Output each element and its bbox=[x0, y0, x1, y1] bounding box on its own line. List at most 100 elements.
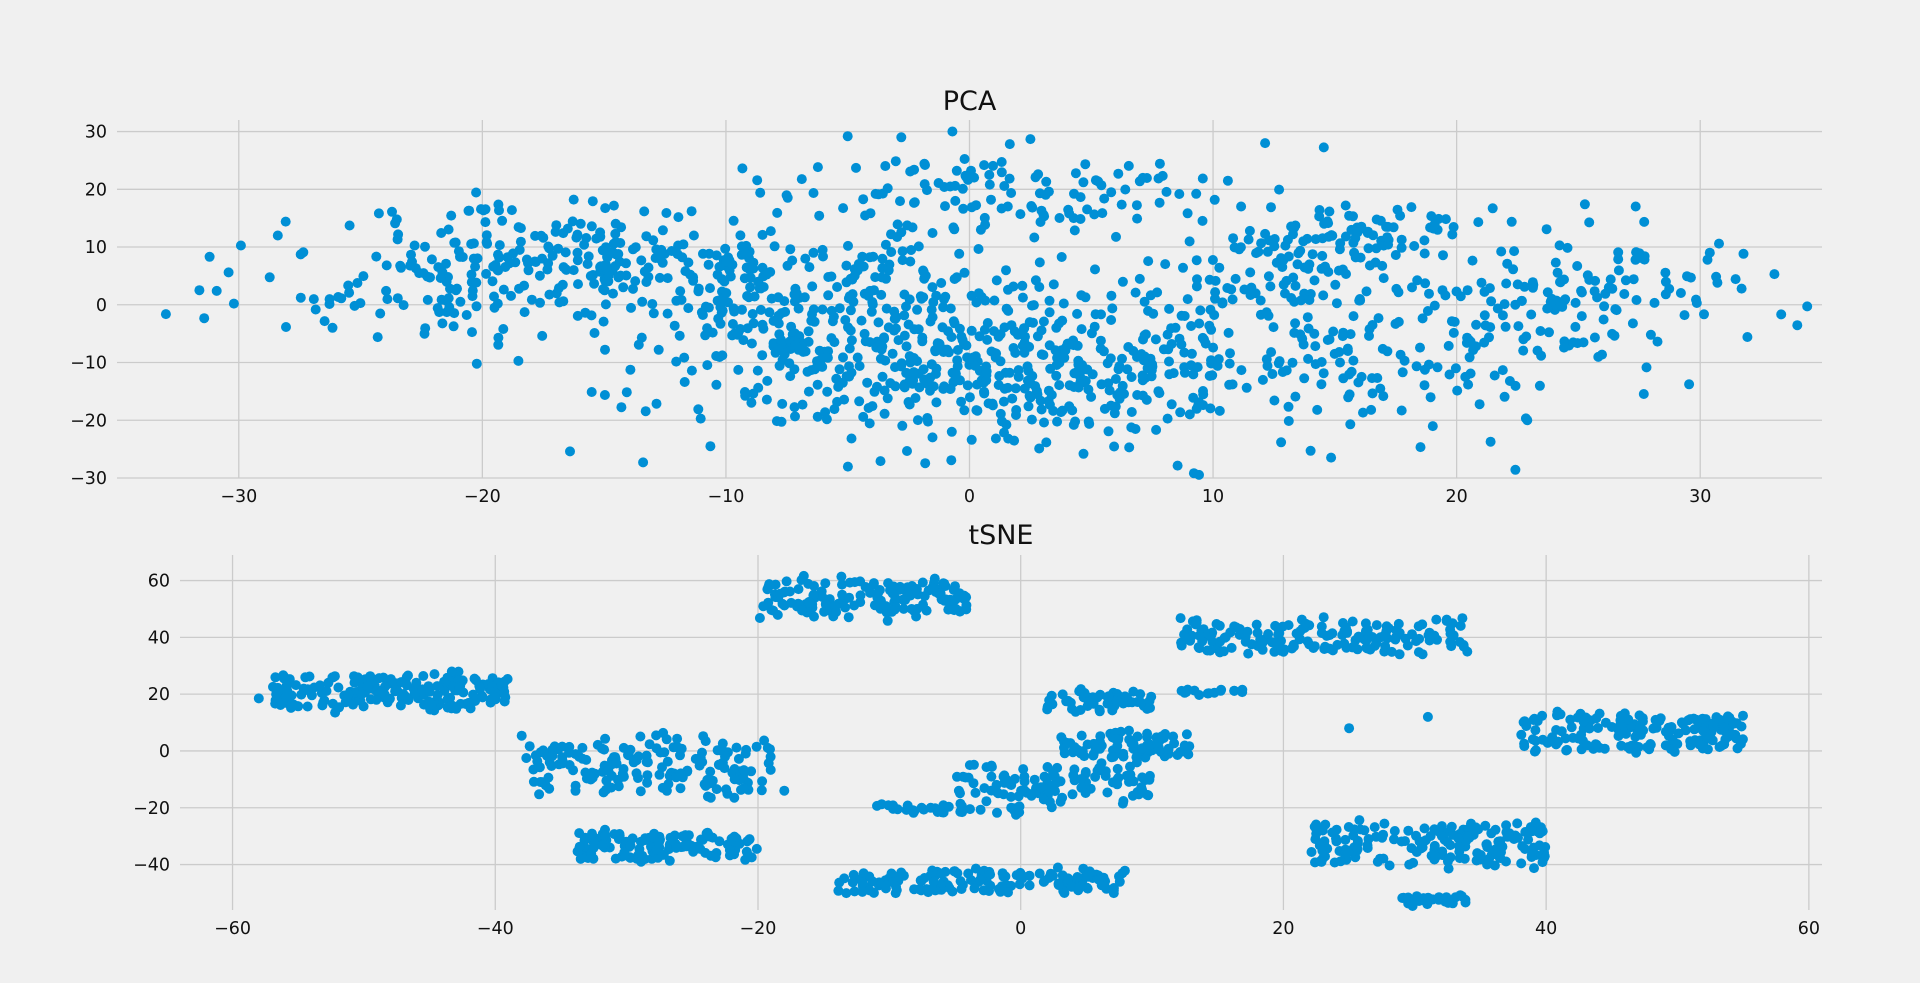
pca-point bbox=[1535, 326, 1546, 336]
tsne-point bbox=[741, 744, 752, 755]
tsne-point bbox=[720, 751, 730, 762]
pca-point bbox=[1610, 304, 1621, 315]
tsne-point bbox=[1349, 641, 1360, 652]
pca-point bbox=[676, 294, 687, 305]
tsne-point bbox=[955, 806, 966, 817]
pca-point bbox=[927, 312, 938, 323]
pca-point bbox=[876, 344, 887, 355]
pca-point bbox=[1396, 242, 1407, 253]
pca-point bbox=[1278, 255, 1289, 266]
pca-point bbox=[444, 302, 455, 313]
tsne-point bbox=[580, 767, 591, 778]
pca-point bbox=[513, 355, 524, 366]
pca-point bbox=[901, 341, 912, 352]
pca-point bbox=[1364, 330, 1374, 341]
pca-point bbox=[1406, 202, 1417, 213]
tsne-point bbox=[969, 883, 980, 894]
tsne-point bbox=[1390, 634, 1401, 645]
pca-point bbox=[1518, 345, 1529, 356]
pca-point bbox=[999, 181, 1010, 191]
pca-point bbox=[648, 235, 659, 246]
pca-point bbox=[595, 227, 606, 238]
pca-point bbox=[1184, 236, 1195, 247]
tsne-point bbox=[968, 759, 979, 770]
tsne-point bbox=[1042, 762, 1053, 772]
tsne-point bbox=[579, 835, 590, 846]
pca-point bbox=[1243, 234, 1254, 245]
pca-point bbox=[432, 303, 443, 314]
pca-point bbox=[812, 360, 823, 371]
pca-point bbox=[1534, 380, 1545, 391]
pca-point bbox=[1194, 318, 1205, 329]
pca-point bbox=[833, 381, 844, 392]
tsne-point bbox=[1029, 774, 1040, 785]
tsne-point bbox=[1582, 740, 1593, 751]
pca-point bbox=[1111, 231, 1121, 242]
tsne-point bbox=[1413, 621, 1424, 632]
tsne-point bbox=[592, 739, 603, 750]
tsne-point bbox=[1146, 691, 1157, 702]
tsne-point bbox=[1516, 729, 1527, 740]
pca-point bbox=[688, 275, 699, 286]
tsne-point bbox=[758, 601, 769, 612]
tsne-point bbox=[1386, 646, 1397, 657]
pca-point bbox=[1307, 249, 1318, 260]
pca-point bbox=[1209, 194, 1220, 205]
pca-point bbox=[1004, 173, 1015, 184]
pca-point bbox=[1510, 299, 1521, 310]
tsne-point bbox=[1359, 825, 1370, 836]
tsne-point bbox=[661, 734, 672, 745]
pca-point bbox=[675, 286, 686, 297]
pca-point bbox=[1038, 350, 1049, 360]
pca-point bbox=[807, 281, 818, 292]
pca-point bbox=[1464, 352, 1475, 363]
tsne-point bbox=[1568, 732, 1578, 743]
tsne-point bbox=[634, 844, 645, 854]
pca-point bbox=[1039, 417, 1049, 428]
pca-point bbox=[281, 322, 291, 332]
pca-point bbox=[537, 330, 548, 341]
pca-point bbox=[1440, 214, 1451, 225]
pca-point bbox=[1455, 291, 1466, 302]
pca-point bbox=[630, 276, 641, 287]
pca-point bbox=[934, 338, 945, 349]
tsne-point bbox=[349, 677, 360, 688]
tsne-point bbox=[734, 838, 745, 849]
tsne-point bbox=[1038, 794, 1049, 805]
pca-point bbox=[982, 334, 993, 345]
tsne-point bbox=[1202, 645, 1213, 656]
pca-point bbox=[959, 154, 970, 164]
tsne-point bbox=[1378, 853, 1389, 864]
pca-point bbox=[610, 261, 621, 272]
tsne-point bbox=[817, 591, 828, 602]
pca-point bbox=[741, 248, 751, 259]
pca-point bbox=[867, 299, 878, 310]
tsne-point bbox=[1263, 629, 1274, 639]
pca-point bbox=[1139, 330, 1150, 341]
pca-point bbox=[235, 240, 246, 251]
pca-point bbox=[804, 262, 815, 273]
pca-point bbox=[1234, 244, 1245, 255]
pca-point bbox=[1123, 342, 1134, 352]
tsne-point bbox=[429, 669, 440, 680]
pca-point bbox=[827, 316, 838, 327]
tsne-point bbox=[928, 876, 939, 887]
pca-point bbox=[1194, 469, 1204, 480]
pca-point bbox=[1106, 290, 1117, 301]
tsne-point bbox=[585, 774, 596, 785]
tsne-point bbox=[1555, 709, 1566, 720]
pca-point bbox=[1114, 361, 1125, 372]
tsne-point bbox=[873, 587, 884, 598]
pca-point bbox=[880, 161, 891, 171]
tsne-point bbox=[1422, 899, 1433, 910]
tsne-point bbox=[1163, 743, 1174, 754]
pca-point bbox=[959, 405, 970, 416]
pca-point bbox=[1358, 407, 1368, 418]
tsne-point bbox=[1719, 722, 1730, 733]
tsne-y-tick-label: 0 bbox=[159, 742, 170, 762]
pca-point bbox=[989, 295, 1000, 306]
pca-point bbox=[1026, 414, 1037, 425]
pca-point bbox=[776, 308, 787, 319]
tsne-point bbox=[714, 760, 725, 770]
tsne-x-tick-label: 60 bbox=[1798, 919, 1820, 939]
